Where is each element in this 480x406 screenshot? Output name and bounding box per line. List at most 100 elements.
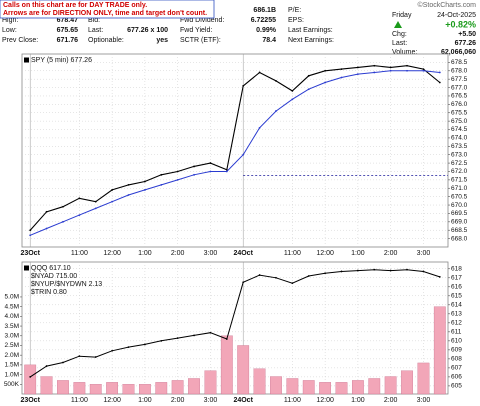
volume-bar [73, 382, 86, 395]
price-point [389, 66, 392, 69]
price-point [225, 170, 228, 173]
price-point [242, 153, 245, 156]
quote-label: Fwd Dividend: [180, 17, 224, 24]
price-point [291, 98, 294, 101]
y-tick-label: 674.0 [451, 135, 468, 142]
volume-bar [57, 380, 69, 395]
price-point [29, 234, 32, 237]
volume-bar [155, 382, 168, 395]
x-tick-label: 12:00 [316, 397, 334, 404]
day: Friday [392, 12, 412, 19]
y-tick-label: 612 [451, 320, 462, 327]
change-pct: +0.82% [445, 19, 476, 29]
price-point [373, 268, 376, 271]
quote-value: 78.4 [262, 37, 276, 44]
price-point [193, 165, 195, 168]
price-point [127, 194, 130, 196]
price-point [275, 276, 277, 279]
x-tick-label: 1:00 [138, 250, 152, 257]
quote-value: 671.76 [57, 37, 79, 44]
y-tick-label: 1.0M [5, 371, 19, 378]
y-tick-label: 673.5 [451, 143, 468, 150]
copyright: ©StockCharts.com [418, 1, 477, 9]
price-point [406, 64, 408, 67]
y-tick-label: 668.5 [451, 227, 468, 234]
price-point [160, 173, 163, 176]
quote-value: yes [156, 37, 168, 44]
y-tick-label: 672.5 [451, 160, 468, 167]
x-tick-label: 23Oct [20, 250, 40, 257]
volume-bar [24, 364, 37, 395]
price-point [324, 69, 327, 72]
y-tick-label: 608 [451, 356, 462, 363]
price-point [356, 269, 359, 272]
price-point [127, 346, 130, 349]
price-point [225, 168, 228, 171]
y-tick-label: 3.5M [5, 323, 19, 330]
x-tick-label: 12:00 [103, 397, 121, 404]
price-point [94, 207, 97, 210]
price-point [209, 331, 212, 334]
volume-bar [417, 362, 430, 395]
x-tick-label: 11:00 [71, 250, 88, 257]
volume-bar [286, 378, 299, 395]
legend-label: QQQ 617.10 [31, 265, 71, 272]
legend-label: SPY (5 min) 677.26 [31, 57, 92, 64]
y-tick-label: 3.0M [5, 332, 19, 339]
price-point [62, 220, 64, 223]
price-line [30, 70, 440, 236]
x-tick-label: 12:00 [316, 250, 334, 257]
y-tick-label: 676.0 [451, 101, 468, 108]
summary-label: Last: [392, 40, 407, 47]
quote-label: Low: [2, 27, 17, 34]
y-tick-label: 611 [451, 329, 462, 336]
price-point [422, 68, 425, 71]
price-point [373, 71, 376, 74]
price-point [356, 66, 359, 69]
x-tick-label: 11:00 [284, 250, 301, 257]
price-point [340, 270, 343, 273]
y-tick-label: 606 [451, 374, 462, 381]
quote-label: Bid: [88, 17, 100, 24]
quote-value: 6.72255 [251, 17, 276, 24]
y-tick-label: 678.5 [451, 59, 468, 66]
quote-label: Last: [88, 27, 103, 34]
y-tick-label: 673.0 [451, 151, 468, 158]
price-point [406, 69, 408, 72]
price-point [193, 173, 195, 176]
price-point [78, 214, 81, 217]
quote-label: Fwd Yield: [180, 27, 212, 34]
price-point [438, 81, 441, 84]
quote-value: 678.47 [57, 17, 79, 24]
price-point [111, 349, 114, 352]
x-tick-label: 3:00 [417, 250, 431, 257]
notice-box [0, 0, 215, 19]
volume-bar [40, 376, 53, 395]
y-tick-label: 671.0 [451, 185, 468, 192]
x-tick-label: 11:00 [71, 397, 88, 404]
price-point [160, 339, 163, 342]
price-point [209, 170, 212, 173]
y-tick-label: 675.5 [451, 109, 468, 116]
y-tick-label: 4.0M [5, 313, 19, 320]
notice-line: Calls on this chart are for DAY TRADE on… [3, 2, 147, 9]
volume-bar [319, 382, 331, 395]
y-tick-label: 618 [451, 265, 462, 272]
indicator-label: $TRIN 0.80 [31, 289, 67, 296]
quote-value: 677.26 x 100 [127, 27, 168, 34]
summary-value: 62,066,060 [441, 49, 476, 56]
price-point [389, 69, 392, 72]
y-tick-label: 607 [451, 365, 462, 372]
price-point [258, 126, 261, 129]
volume-bar [89, 384, 102, 395]
x-tick-label: 2:00 [171, 250, 185, 257]
price-point [340, 68, 343, 71]
volume-bar [335, 382, 348, 395]
quote-value: 675.65 [57, 27, 79, 34]
x-tick-label: 1:00 [138, 397, 152, 404]
price-point [209, 162, 212, 164]
price-point [143, 189, 146, 191]
x-tick-label: 3:00 [417, 397, 431, 404]
volume-bar [106, 382, 118, 395]
